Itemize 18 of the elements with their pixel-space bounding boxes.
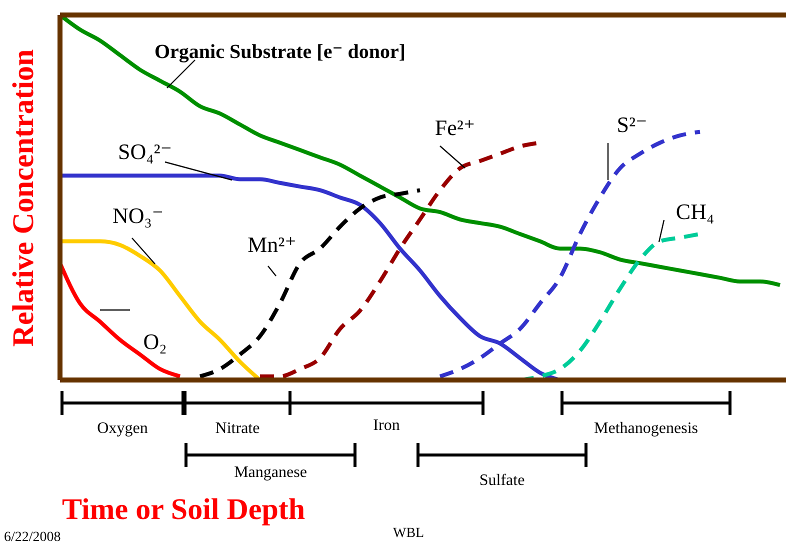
series-label: S²⁻ — [616, 112, 648, 137]
y-axis-title: Relative Concentration — [7, 48, 40, 347]
text: Sulfate — [479, 472, 525, 489]
series-label: Fe²⁺ — [434, 115, 476, 140]
series-label: SO₄²⁻ — [118, 139, 172, 164]
text: Oxygen — [97, 420, 148, 437]
x-axis-title: Time or Soil Depth — [62, 493, 306, 526]
series-label: Mn²⁺ — [248, 232, 296, 257]
text: Manganese — [234, 464, 307, 481]
text: Iron — [373, 417, 400, 434]
text: Methanogenesis — [594, 420, 698, 437]
series-label: CH₄ — [676, 199, 714, 224]
series-label: O₂ — [143, 329, 167, 354]
series-label: NO₃⁻ — [112, 203, 164, 228]
text: 6/22/2008 — [4, 530, 61, 544]
text: Nitrate — [215, 420, 260, 437]
series-label: Organic Substrate [e⁻ donor] — [154, 41, 406, 63]
text: WBL — [393, 526, 424, 541]
